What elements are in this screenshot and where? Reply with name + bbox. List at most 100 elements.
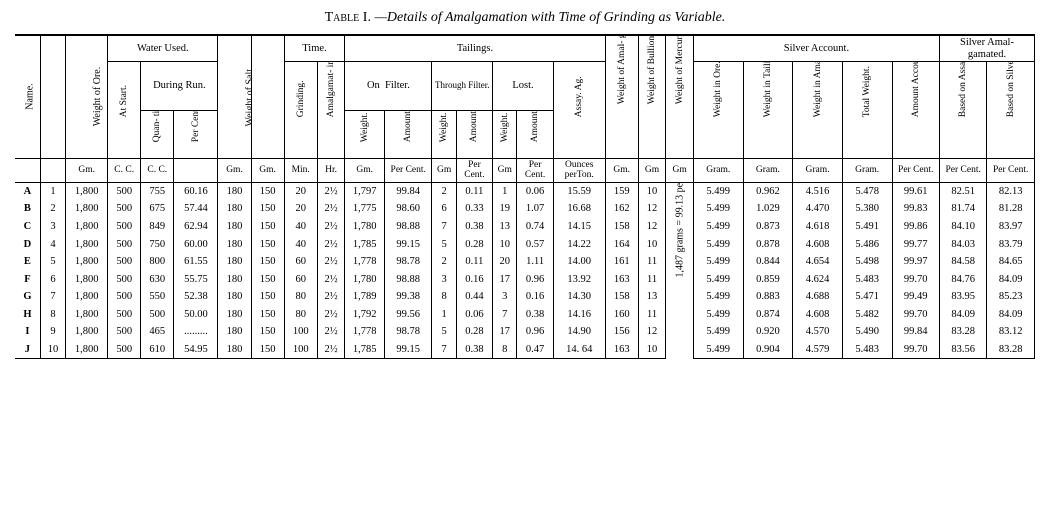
data-cell: 98.60: [385, 200, 432, 218]
data-cell: 5.499: [693, 323, 743, 341]
data-cell: 0.859: [743, 271, 793, 289]
data-cell: 13: [638, 288, 666, 306]
data-cell: 5: [432, 236, 456, 254]
row-name: F: [15, 271, 40, 289]
data-cell: 150: [251, 200, 284, 218]
data-cell: 83.28: [939, 323, 986, 341]
table-row: B21,80050067557.44180150202½1,77598.6060…: [15, 200, 1035, 218]
data-cell: 84.10: [939, 218, 986, 236]
data-cell: 2: [432, 182, 456, 200]
data-cell: 4.688: [793, 288, 843, 306]
data-cell: 1,800: [66, 341, 108, 359]
data-cell: 0.904: [743, 341, 793, 359]
data-cell: 4: [40, 236, 65, 254]
data-cell: 180: [218, 182, 251, 200]
unit-cell: Hr.: [317, 159, 345, 183]
grp-through-filter: Through Filter.: [432, 62, 493, 110]
data-cell: 500: [108, 218, 141, 236]
unit-cell: Per Cent.: [456, 159, 492, 183]
data-cell: 1: [40, 182, 65, 200]
unit-cell: Gram.: [842, 159, 892, 183]
data-cell: 0.38: [456, 218, 492, 236]
data-cell: 99.56: [385, 306, 432, 324]
grp-during-run: During Run.: [141, 62, 218, 110]
col-tf-amount: Amount.: [456, 110, 492, 158]
table-row: C31,80050084962.94180150402½1,78098.8870…: [15, 218, 1035, 236]
col-pct-water: Per Cent. of Total Water.: [174, 110, 218, 158]
unit-cell: Gm.: [251, 159, 284, 183]
data-cell: 80: [284, 306, 317, 324]
grp-tailings: Tailings.: [345, 35, 605, 62]
data-cell: 20: [284, 200, 317, 218]
data-cell: 675: [141, 200, 174, 218]
data-cell: 0.38: [456, 341, 492, 359]
data-cell: 180: [218, 200, 251, 218]
data-cell: 5: [432, 323, 456, 341]
data-cell: 6: [432, 200, 456, 218]
data-cell: 0.844: [743, 253, 793, 271]
unit-cell: Gm: [493, 159, 517, 183]
data-cell: 2½: [317, 306, 345, 324]
data-cell: 14.00: [553, 253, 605, 271]
data-cell: 1,778: [345, 323, 385, 341]
table-title: Table I. —Details of Amalgamation with T…: [15, 10, 1035, 26]
unit-cell: Ounces perTon.: [553, 159, 605, 183]
row-name: G: [15, 288, 40, 306]
unit-cell: Gm.: [218, 159, 251, 183]
unit-cell: C. C.: [141, 159, 174, 183]
data-cell: 500: [108, 271, 141, 289]
data-cell: 150: [251, 306, 284, 324]
data-cell: 99.86: [892, 218, 939, 236]
data-cell: 99.38: [385, 288, 432, 306]
data-cell: 2½: [317, 236, 345, 254]
data-cell: 19: [493, 200, 517, 218]
col-salt: Weight of Salt.: [218, 35, 251, 159]
data-cell: 4.516: [793, 182, 843, 200]
data-cell: 15.59: [553, 182, 605, 200]
unit-cell: Per Cent.: [892, 159, 939, 183]
table-row: D41,80050075060.00180150402½1,78599.1550…: [15, 236, 1035, 254]
data-cell: 14.16: [553, 306, 605, 324]
unit-cell: Gram.: [793, 159, 843, 183]
data-cell: 5.483: [842, 341, 892, 359]
unit-cell: Per Cent.: [517, 159, 553, 183]
data-cell: 2½: [317, 323, 345, 341]
data-cell: 80: [284, 288, 317, 306]
data-cell: 500: [141, 306, 174, 324]
col-grind: Grinding.: [284, 62, 317, 159]
data-cell: 630: [141, 271, 174, 289]
data-cell: 1,778: [345, 253, 385, 271]
data-cell: 159: [605, 182, 638, 200]
data-cell: 99.84: [892, 323, 939, 341]
table-row: F61,80050063055.75180150602½1,78098.8830…: [15, 271, 1035, 289]
grp-water: Water Used.: [108, 35, 218, 62]
data-cell: 0.47: [517, 341, 553, 359]
data-cell: 0.16: [517, 288, 553, 306]
data-cell: 5.499: [693, 341, 743, 359]
title-num: I.: [363, 10, 371, 25]
data-cell: 1,800: [66, 200, 108, 218]
data-cell: 0.962: [743, 182, 793, 200]
data-cell: 6: [40, 271, 65, 289]
data-cell: 99.70: [892, 271, 939, 289]
data-cell: 13.92: [553, 271, 605, 289]
data-cell: 163: [605, 341, 638, 359]
data-cell: 500: [108, 236, 141, 254]
row-name: J: [15, 341, 40, 359]
row-name: E: [15, 253, 40, 271]
data-cell: 0.06: [517, 182, 553, 200]
unit-cell: Gm: [638, 159, 666, 183]
data-cell: 0.16: [456, 271, 492, 289]
data-cell: 0.883: [743, 288, 793, 306]
data-cell: 5.483: [842, 271, 892, 289]
data-cell: 849: [141, 218, 174, 236]
data-cell: 500: [108, 253, 141, 271]
data-cell: 0.74: [517, 218, 553, 236]
data-cell: 14. 64: [553, 341, 605, 359]
data-cell: 180: [218, 271, 251, 289]
data-cell: 1.11: [517, 253, 553, 271]
data-cell: 0.28: [456, 323, 492, 341]
col-merc: Weight of Mercury.: [251, 35, 284, 159]
data-cell: 83.79: [987, 236, 1035, 254]
data-cell: 4.579: [793, 341, 843, 359]
